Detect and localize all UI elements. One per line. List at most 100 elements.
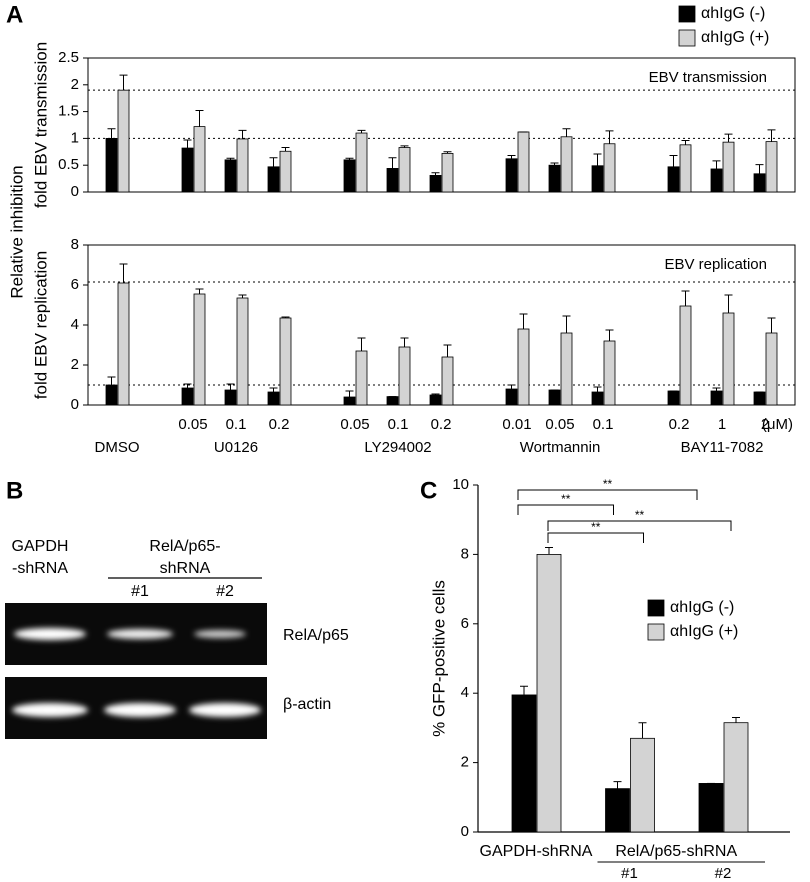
- error-bar: [281, 316, 290, 318]
- group-label: Wortmannin: [520, 439, 601, 456]
- error-bar: [226, 383, 235, 390]
- error-bar: [681, 140, 690, 145]
- panel-label: C: [420, 477, 437, 504]
- bar: [343, 396, 356, 406]
- lane-header: shRNA: [160, 560, 211, 577]
- y-tick-label: 2: [71, 76, 79, 93]
- bar: [355, 132, 368, 193]
- error-bar: [238, 129, 247, 139]
- y-tick-label: 0: [71, 183, 79, 200]
- error-bar: [755, 164, 764, 174]
- bar: [224, 389, 237, 406]
- error-bar: [431, 393, 440, 395]
- bar: [591, 165, 604, 193]
- bar: [441, 153, 454, 193]
- legend-label: αhIgG (+): [670, 623, 738, 640]
- error-bar: [613, 781, 622, 789]
- bar: [679, 305, 692, 406]
- legend-swatch: [647, 599, 665, 617]
- lane-header: GAPDH: [12, 538, 69, 555]
- group-label: DMSO: [95, 439, 140, 456]
- band-label: β-actin: [283, 696, 331, 713]
- error-bar: [550, 162, 559, 166]
- group-label: RelA/p65-shRNA: [615, 843, 737, 860]
- error-bar: [238, 294, 247, 298]
- significance-bracket: [547, 532, 644, 543]
- significance-label: **: [591, 520, 601, 534]
- lane-header: RelA/p65-: [149, 538, 220, 555]
- x-tick-label: 0.1: [226, 416, 247, 433]
- bar: [560, 136, 573, 193]
- x-tick-label: 0.05: [545, 416, 574, 433]
- significance-bracket: [547, 520, 732, 531]
- y-tick-label: 1: [71, 129, 79, 146]
- bar: [193, 293, 206, 406]
- bar: [548, 164, 561, 193]
- error-bar: [593, 153, 602, 166]
- panel-label: B: [6, 477, 23, 504]
- error-bar: [388, 157, 397, 169]
- error-bar: [545, 546, 553, 555]
- annotation: EBV replication: [664, 256, 767, 273]
- significance-label: **: [561, 492, 571, 506]
- bar: [181, 387, 194, 406]
- bar: [441, 356, 454, 406]
- bar: [710, 168, 723, 193]
- group-label: U0126: [214, 439, 258, 456]
- bar: [517, 131, 530, 193]
- x-tick-label: #1: [621, 865, 638, 882]
- bar: [193, 126, 206, 193]
- bar: [505, 158, 518, 193]
- x-tick-label: 1: [718, 416, 726, 433]
- y-tick-label: 0: [461, 823, 469, 840]
- bar: [511, 694, 537, 833]
- x-tick-label: 0.2: [269, 416, 290, 433]
- band-label: RelA/p65: [283, 627, 349, 644]
- error-bar: [767, 129, 776, 142]
- legend-swatch: [647, 623, 665, 641]
- error-bar: [107, 128, 116, 139]
- error-bar: [562, 315, 571, 333]
- bar: [398, 346, 411, 406]
- error-bar: [119, 74, 128, 91]
- x-tick-label: 0.05: [340, 416, 369, 433]
- bar: [279, 317, 292, 406]
- y-axis-label: fold EBV transmission: [31, 42, 50, 208]
- error-bar: [638, 722, 647, 739]
- error-bar: [195, 110, 204, 127]
- lane-label: #2: [216, 583, 234, 600]
- y-tick-label: 2: [461, 754, 469, 771]
- bar: [236, 138, 249, 193]
- bar: [753, 391, 766, 406]
- bar: [267, 391, 280, 406]
- significance-bracket: [517, 504, 614, 515]
- annotation: EBV transmission: [649, 69, 767, 86]
- gel-band: [12, 703, 88, 717]
- bar: [105, 384, 118, 406]
- bar: [343, 159, 356, 193]
- bar: [386, 396, 399, 406]
- bar: [429, 174, 442, 193]
- bar: [117, 282, 130, 406]
- y-axis-label: Relative inhibition: [7, 165, 26, 298]
- y-tick-label: 8: [461, 545, 469, 562]
- x-tick-label: 0.2: [431, 416, 452, 433]
- significance-bracket: [517, 489, 698, 500]
- bar: [698, 783, 724, 833]
- error-bar: [507, 384, 516, 389]
- error-bar: [345, 390, 354, 397]
- y-tick-label: 4: [71, 316, 79, 333]
- bar: [517, 328, 530, 406]
- error-bar: [519, 313, 528, 329]
- x-tick-label: 2: [761, 416, 769, 433]
- error-bar: [119, 263, 128, 283]
- bar: [398, 147, 411, 193]
- bar: [560, 332, 573, 406]
- x-tick-label: #2: [715, 865, 732, 882]
- y-axis-label: fold EBV replication: [31, 251, 50, 399]
- gel-band: [14, 628, 86, 640]
- bar: [536, 554, 562, 833]
- bar: [117, 89, 130, 193]
- y-tick-label: 10: [452, 476, 469, 493]
